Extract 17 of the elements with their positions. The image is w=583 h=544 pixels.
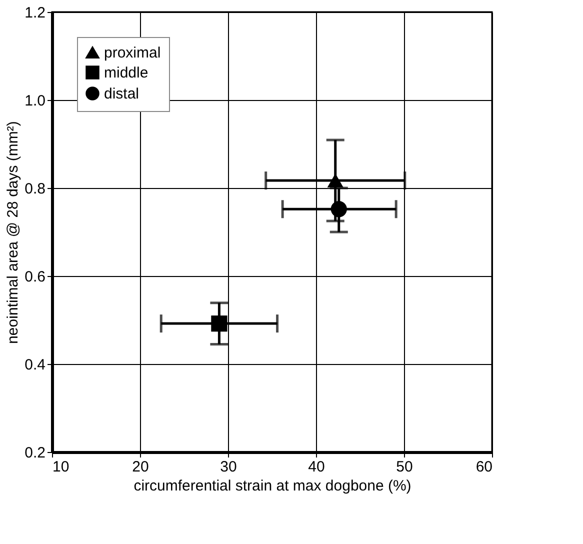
x-tick-label: 10	[52, 458, 70, 476]
legend-label: distal	[104, 86, 140, 102]
y-tick-label: 0.6	[24, 268, 46, 286]
x-tick-label: 30	[220, 458, 237, 476]
legend-label: proximal	[104, 44, 161, 62]
y-tick-label: 1.2	[24, 4, 46, 22]
x-tick-label: 40	[308, 458, 325, 476]
x-axis-title: circumferential strain at max dogbone (%)	[134, 478, 412, 494]
y-tick-label: 0.8	[24, 180, 46, 198]
y-tick-label: 0.2	[24, 444, 46, 462]
x-tick-label: 60	[476, 458, 492, 476]
y-tick-label: 1.0	[24, 92, 46, 110]
x-tick-label: 50	[396, 458, 413, 476]
y-tick-label: 0.4	[24, 356, 46, 374]
legend-label: middle	[104, 64, 148, 82]
x-tick-label: 20	[132, 458, 149, 476]
y-axis-title: neointimal area @ 28 days (mm²)	[4, 121, 22, 344]
